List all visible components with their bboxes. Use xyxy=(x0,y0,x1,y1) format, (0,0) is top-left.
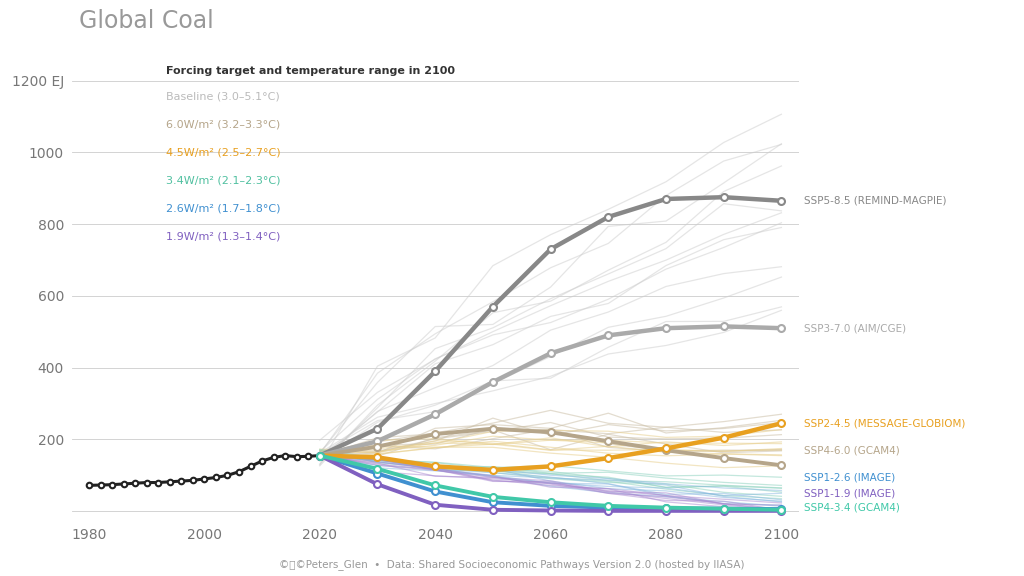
Text: SSP2-4.5 (MESSAGE-GLOBIOM): SSP2-4.5 (MESSAGE-GLOBIOM) xyxy=(805,418,966,429)
Text: 6.0W/m² (3.2–3.3°C): 6.0W/m² (3.2–3.3°C) xyxy=(166,119,281,130)
Text: 3.4W/m² (2.1–2.3°C): 3.4W/m² (2.1–2.3°C) xyxy=(166,176,281,185)
Text: 1.9W/m² (1.3–1.4°C): 1.9W/m² (1.3–1.4°C) xyxy=(166,232,281,241)
Text: SSP5-8.5 (REMIND-MAGPIE): SSP5-8.5 (REMIND-MAGPIE) xyxy=(805,196,947,206)
Text: Baseline (3.0–5.1°C): Baseline (3.0–5.1°C) xyxy=(166,92,280,101)
Text: SSP4-6.0 (GCAM4): SSP4-6.0 (GCAM4) xyxy=(805,446,900,456)
Text: 4.5W/m² (2.5–2.7°C): 4.5W/m² (2.5–2.7°C) xyxy=(166,147,281,157)
Text: SSP1-2.6 (IMAGE): SSP1-2.6 (IMAGE) xyxy=(805,472,896,482)
Text: SSP1-1.9 (IMAGE): SSP1-1.9 (IMAGE) xyxy=(805,488,896,498)
Text: Global Coal: Global Coal xyxy=(79,9,214,33)
Text: 2.6W/m² (1.7–1.8°C): 2.6W/m² (1.7–1.8°C) xyxy=(166,203,281,214)
Text: ©Ⓢ©Peters_Glen  •  Data: Shared Socioeconomic Pathways Version 2.0 (hosted by II: ©Ⓢ©Peters_Glen • Data: Shared Socioecono… xyxy=(280,559,744,570)
Text: SSP4-3.4 (GCAM4): SSP4-3.4 (GCAM4) xyxy=(805,503,900,513)
Text: Forcing target and temperature range in 2100: Forcing target and temperature range in … xyxy=(166,66,456,76)
Text: SSP3-7.0 (AIM/CGE): SSP3-7.0 (AIM/CGE) xyxy=(805,323,906,333)
